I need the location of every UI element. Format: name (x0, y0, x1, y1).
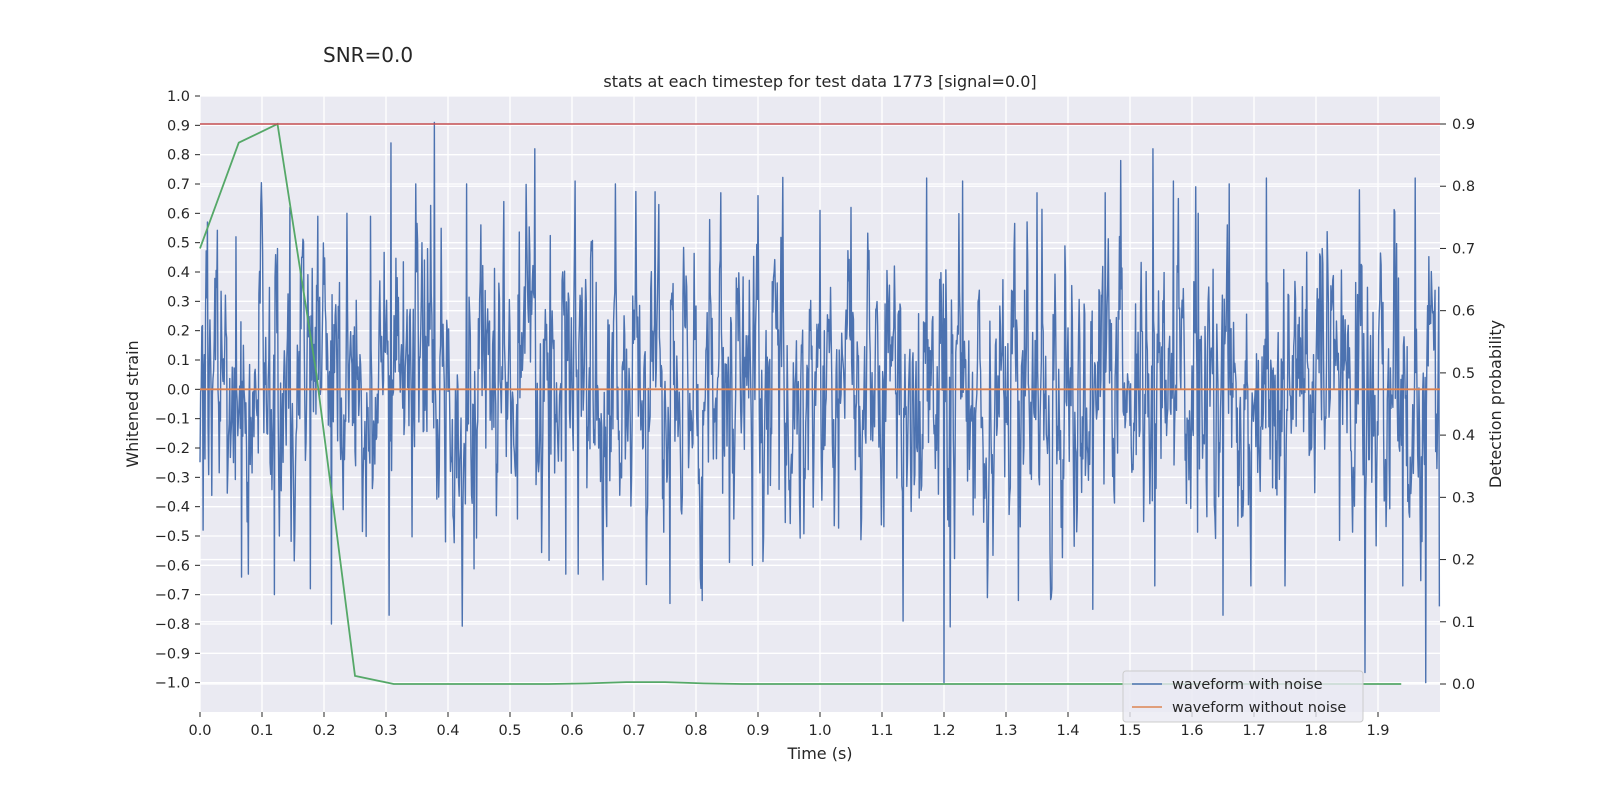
y-tick-label: −0.8 (155, 617, 190, 633)
x-tick-label: 1.6 (1180, 723, 1203, 739)
grid (199, 95, 1440, 712)
y2-tick-label: 0.8 (1452, 179, 1475, 195)
x-tick-label: 0.6 (560, 723, 583, 739)
y-tick-label: 0.9 (167, 118, 190, 134)
y-tick-label: −0.1 (155, 412, 190, 428)
x-tick-label: 1.4 (1056, 723, 1079, 739)
y-tick-label: 1.0 (167, 89, 190, 105)
x-tick-label: 0.7 (622, 723, 645, 739)
y2-tick-label: 0.2 (1452, 553, 1475, 569)
x-tick-label: 0.3 (374, 723, 397, 739)
legend: waveform with noise waveform without noi… (1122, 670, 1364, 723)
x-tick-label: 0.4 (436, 723, 459, 739)
legend-label-clean: waveform without noise (1172, 700, 1346, 716)
y2-tick-label: 0.3 (1452, 490, 1475, 506)
x-tick-label: 0.5 (498, 723, 521, 739)
x-tick-label: 1.7 (1242, 723, 1265, 739)
axes: 0.0 0.1 0.2 0.3 0.4 0.5 0.6 0.7 0.8 0.9 1.0 1.1 1.2 1… (155, 89, 1475, 739)
y-tick-label: −0.7 (155, 588, 190, 604)
y-tick-label: −0.4 (155, 500, 190, 516)
x-tick-label: 1.1 (870, 723, 893, 739)
y-tick-label: −0.5 (155, 529, 190, 545)
y2-tick-label: 0.0 (1452, 677, 1475, 693)
y-tick-label: −0.6 (155, 558, 190, 574)
legend-label-noisy: waveform with noise (1172, 677, 1323, 693)
y-tick-label: 0.6 (167, 206, 190, 222)
x-tick-label: 0.9 (746, 723, 769, 739)
x-axis-label: Time (s) (786, 744, 852, 763)
y-tick-label: 0.2 (167, 324, 190, 340)
chart-title: stats at each timestep for test data 177… (603, 72, 1036, 91)
y-tick-label: −1.0 (155, 676, 190, 692)
y-tick-label: 0.5 (167, 236, 190, 252)
series-waveform-with-noise (199, 121, 1441, 684)
x-tick-label: 1.3 (994, 723, 1017, 739)
y2-axis-label: Detection probability (1486, 320, 1505, 488)
y-tick-label: 0.1 (167, 353, 190, 369)
x-tick-label: 1.0 (808, 723, 831, 739)
y2-tick-label: 0.5 (1452, 366, 1475, 382)
y-tick-label: 0.0 (167, 382, 190, 398)
x-tick-label: 0.0 (188, 723, 211, 739)
y2-tick-label: 0.6 (1452, 304, 1475, 320)
y2-tick-label: 0.1 (1452, 615, 1475, 631)
x-tick-label: 1.8 (1304, 723, 1327, 739)
x-tick-label: 0.2 (312, 723, 335, 739)
y-tick-label: 0.4 (167, 265, 190, 281)
x-tick-label: 0.8 (684, 723, 707, 739)
y-tick-label: −0.3 (155, 470, 190, 486)
y2-tick-label: 0.7 (1452, 241, 1475, 257)
x-tick-label: 1.2 (932, 723, 955, 739)
x-tick-label: 0.1 (250, 723, 273, 739)
legend-box (1122, 670, 1364, 723)
chart-suptitle: SNR=0.0 (323, 43, 413, 67)
x-tick-label: 1.9 (1366, 723, 1389, 739)
y-tick-label: 0.7 (167, 177, 190, 193)
y-tick-label: 0.3 (167, 294, 190, 310)
y2-tick-label: 0.4 (1452, 428, 1475, 444)
y-tick-label: 0.8 (167, 148, 190, 164)
y2-tick-label: 0.9 (1452, 117, 1475, 133)
x-tick-label: 1.5 (1118, 723, 1141, 739)
y-axis-label: Whitened strain (123, 340, 142, 467)
y-tick-label: −0.2 (155, 441, 190, 457)
y-tick-label: −0.9 (155, 646, 190, 662)
